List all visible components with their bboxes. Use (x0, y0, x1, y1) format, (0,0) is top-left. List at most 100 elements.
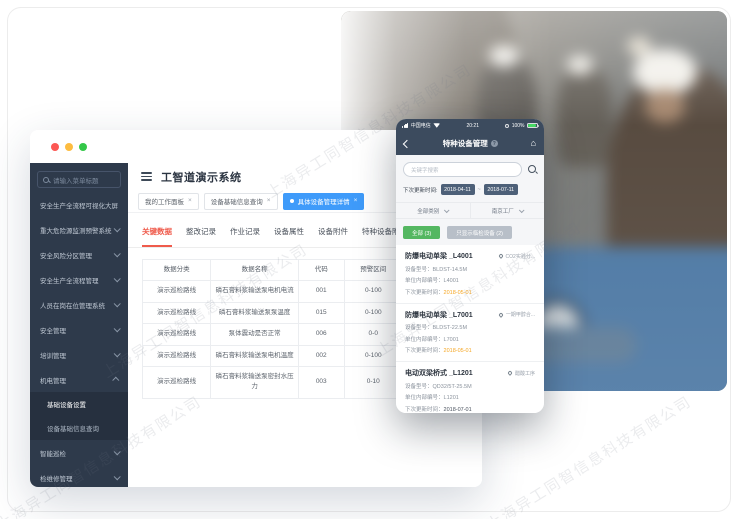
carrier-label: 中国电信 (410, 123, 431, 129)
date-from-picker[interactable]: 2018-04-11 (440, 184, 475, 195)
minimize-window-button[interactable] (65, 142, 73, 151)
chevron-down-icon (518, 206, 525, 213)
sidebar-subitem-device-info-query[interactable]: 设备基础信息查询 (47, 426, 99, 433)
keyword-search-placeholder: 关键字搜索 (411, 167, 439, 174)
date-range-separator: ~ (477, 186, 481, 193)
device-card[interactable]: 防爆电动单梁 _L7001 一期甲醇合... 设备型号：BLDST-22.5M … (396, 304, 544, 362)
sidebar-subitem-base-device-setting[interactable]: 基础设备设置 (47, 402, 86, 409)
app-title: 工智道演示系统 (161, 171, 242, 184)
battery-icon (526, 122, 539, 129)
hamburger-menu-icon[interactable] (141, 172, 152, 181)
category-select[interactable]: 全部类别 (396, 203, 470, 218)
phone-nav-bar: 特种设备管理 ? ⌂ (396, 132, 544, 155)
chip-all[interactable]: 全部 (3) (403, 226, 441, 239)
search-icon (43, 176, 49, 183)
date-to-picker[interactable]: 2018-07-11 (483, 184, 518, 195)
search-icon[interactable] (528, 165, 537, 174)
location-pin-icon (497, 311, 504, 318)
device-code: L4001 (443, 278, 459, 284)
sidebar-item-safety-process[interactable]: 安全生产全流程管理 (30, 267, 128, 292)
device-card[interactable]: 电动双梁桥式 _L1201 醋酸工序 设备型号：QD32/5T-25.5M 单位… (396, 362, 544, 413)
open-tabs-bar: 我的工作面板 × 设备基础信息查询 × 具体设备管理详情 × (128, 190, 482, 213)
filter-chips-row: 全部 (3) 只显示临检设备 (2) (403, 226, 537, 239)
close-icon[interactable]: × (266, 196, 271, 204)
device-model: BLDST-22.5M (432, 325, 468, 331)
active-dot-icon (289, 199, 294, 203)
tab-rectify-records[interactable]: 整改记录 (186, 227, 216, 236)
tab-work-records[interactable]: 作业记录 (230, 227, 260, 236)
device-next-date: 2018-05-01 (443, 289, 472, 296)
date-filter-label: 下次更新时间: (403, 187, 438, 194)
chevron-down-icon (113, 473, 121, 481)
device-title: 防爆电动单梁 _L4001 (405, 253, 473, 260)
app-sidebar: 请输入菜单标题 安全生产全流程可视化大屏 重大危险源监测预警系统 安全风险分区管… (30, 163, 128, 487)
chevron-down-icon (113, 225, 121, 233)
location-pin-icon (497, 253, 504, 259)
sidebar-item-safety-mgmt[interactable]: 安全管理 (30, 317, 128, 342)
device-location: 一期甲醇合... (505, 312, 535, 318)
chevron-down-icon (113, 250, 121, 258)
tab-my-workbench[interactable]: 我的工作面板 × (138, 192, 199, 210)
sidebar-item-hazard-monitor[interactable]: 重大危险源监测预警系统 (30, 217, 128, 242)
home-icon[interactable]: ⌂ (530, 138, 536, 148)
sidebar-item-smart-inspection[interactable]: 智能巡检 (30, 440, 128, 465)
phone-body: 关键字搜索 下次更新时间: 2018-04-11 ~ 2018-07-11 全部… (396, 155, 544, 413)
device-list: 防爆电动单梁 _L4001 CO2实验分... 设备型号：BLDST-14.5M… (396, 245, 544, 413)
tab-key-data[interactable]: 关键数据 (142, 226, 172, 247)
factory-select[interactable]: 南京工厂 (469, 203, 545, 218)
location-services-icon (505, 123, 510, 128)
phone-status-bar: 中国电信 20:21 100% (396, 119, 544, 132)
tab-device-detail[interactable]: 具体设备管理详情 × (282, 192, 365, 210)
sidebar-item-risk-zone[interactable]: 安全风险分区管理 (30, 242, 128, 267)
tab-device-info-query[interactable]: 设备基础信息查询 × (203, 192, 278, 210)
device-next-date: 2018-07-01 (443, 406, 472, 413)
close-icon[interactable]: × (188, 196, 192, 204)
mobile-app-screen: 中国电信 20:21 100% 特种设备管理 ? ⌂ 关键字搜索 (396, 119, 544, 413)
tab-special-device-attachments[interactable]: 特种设备附件 (362, 227, 407, 236)
date-filter-row: 下次更新时间: 2018-04-11 ~ 2018-07-11 (403, 184, 537, 195)
chevron-up-icon (112, 376, 120, 384)
close-icon[interactable]: × (353, 196, 358, 204)
device-title: 防爆电动单梁 _L7001 (405, 311, 473, 319)
sidebar-item-mech-elec-mgmt[interactable]: 机电管理 (30, 367, 128, 392)
device-location: CO2实验分... (505, 253, 535, 260)
location-pin-icon (507, 370, 513, 376)
sidebar-item-training-mgmt[interactable]: 培训管理 (30, 342, 128, 367)
device-card[interactable]: 防爆电动单梁 _L4001 CO2实验分... 设备型号：BLDST-14.5M… (396, 245, 544, 304)
maximize-window-button[interactable] (79, 142, 87, 151)
chevron-down-icon (113, 448, 121, 456)
close-window-button[interactable] (51, 142, 59, 151)
app-header: 工智道演示系统 (128, 163, 482, 190)
sidebar-item-personnel[interactable]: 人员在岗在位管理系统 (30, 292, 128, 317)
device-next-date: 2018-05-01 (443, 348, 472, 354)
signal-strength-icon (402, 123, 409, 128)
wifi-icon (433, 123, 441, 128)
sidebar-item-maintenance-mgmt[interactable]: 检维修管理 (30, 465, 128, 487)
device-code: L7001 (443, 336, 459, 343)
chevron-down-icon (113, 325, 121, 333)
menu-search-input[interactable]: 请输入菜单标题 (37, 171, 121, 188)
tab-device-attachments[interactable]: 设备附件 (318, 227, 348, 236)
phone-page-title: 特种设备管理 (442, 139, 488, 148)
filter-selects-row: 全部类别 南京工厂 (396, 202, 544, 219)
device-title: 电动双梁桥式 _L1201 (405, 370, 473, 377)
sidebar-submenu: 基础设备设置 设备基础信息查询 (30, 392, 128, 440)
chevron-down-icon (113, 350, 121, 358)
battery-percent-label: 100% (511, 122, 525, 129)
clock-label: 20:21 (466, 122, 479, 129)
device-model: BLDST-14.5M (432, 266, 468, 273)
chevron-down-icon (113, 300, 121, 308)
chip-inspection-only[interactable]: 只显示临检设备 (2) (447, 226, 513, 239)
detail-tabs: 关键数据 整改记录 作业记录 设备属性 设备附件 特种设备附件 (128, 213, 482, 248)
sidebar-item-visual-screen[interactable]: 安全生产全流程可视化大屏 (40, 202, 118, 210)
device-location: 醋酸工序 (514, 370, 535, 377)
help-icon[interactable]: ? (490, 140, 498, 147)
keyword-search-input[interactable]: 关键字搜索 (403, 162, 522, 177)
device-code: L1201 (443, 395, 459, 401)
chevron-down-icon (113, 275, 121, 283)
chevron-down-icon (444, 206, 450, 213)
device-model: QD32/5T-25.5M (432, 383, 472, 390)
tab-device-attrs[interactable]: 设备属性 (274, 227, 304, 236)
menu-search-placeholder: 请输入菜单标题 (53, 177, 99, 185)
